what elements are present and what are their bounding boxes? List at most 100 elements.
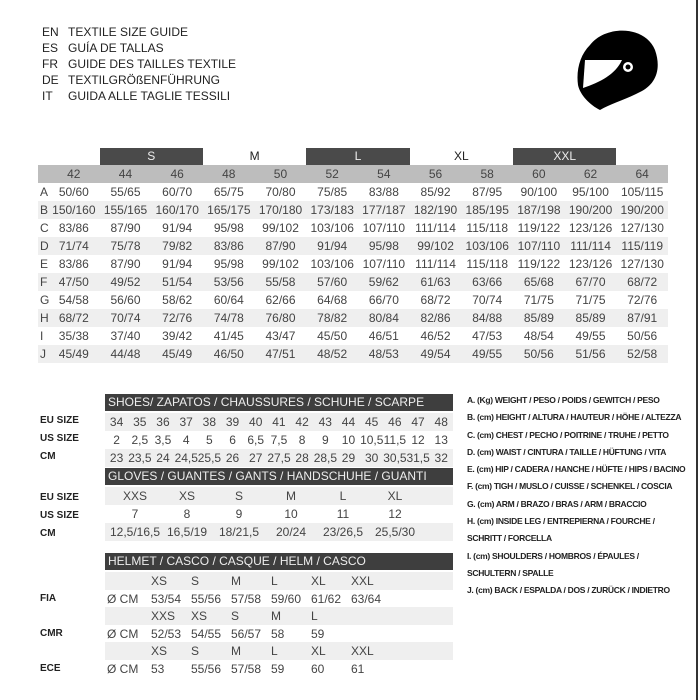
table-cell: 24,5 bbox=[174, 451, 198, 465]
table-cell: 29 bbox=[341, 451, 356, 465]
column-header: 54 bbox=[377, 167, 391, 181]
value-cell: 63/64 bbox=[351, 592, 382, 606]
size-cell: M bbox=[271, 609, 281, 623]
table-cell: 50/56 bbox=[627, 329, 658, 343]
table-cell: 165/175 bbox=[207, 203, 251, 217]
helmet-value-row: CMR Ø CM 52/53 54/55 56/57 58 59 bbox=[40, 625, 453, 642]
table-cell: 8 bbox=[298, 433, 306, 447]
table-cell: 45 bbox=[364, 415, 379, 429]
table-cell: 83/88 bbox=[368, 185, 399, 199]
table-cell: 51/54 bbox=[162, 275, 193, 289]
spacer bbox=[105, 572, 147, 590]
column-header: 60 bbox=[532, 167, 546, 181]
legend-line: H. (cm) INSIDE LEG / ENTREPIERNA / FOURC… bbox=[467, 516, 655, 527]
row-label: H bbox=[40, 311, 49, 325]
helmet-table: HELMET / CASCO / CASQUE / HELM / CASCO XS… bbox=[40, 553, 453, 677]
legend-line: E. (cm) HIP / CADERA / HANCHE / HÜFTE / … bbox=[467, 464, 686, 475]
size-cell: XS bbox=[191, 609, 208, 623]
language-code: ES bbox=[42, 41, 59, 55]
size-cell: XXL bbox=[351, 644, 374, 658]
value-cell: 52/53 bbox=[151, 627, 182, 641]
table-cell: 87/90 bbox=[265, 239, 296, 253]
table-cell: 3,5 bbox=[154, 433, 172, 447]
table-cell: 26 bbox=[225, 451, 240, 465]
table-cell: 4 bbox=[182, 433, 190, 447]
table-cell: 85/89 bbox=[523, 311, 554, 325]
table-cell: 54/58 bbox=[58, 293, 89, 307]
table-cell: 84/88 bbox=[472, 311, 503, 325]
table-cell: 115/118 bbox=[466, 221, 509, 235]
size-cell: S bbox=[191, 644, 200, 658]
column-header: 62 bbox=[583, 167, 598, 181]
size-cell: L bbox=[311, 609, 318, 623]
table-cell: 59/62 bbox=[368, 275, 399, 289]
table-cell: 60/70 bbox=[162, 185, 193, 199]
size-cell: S bbox=[231, 609, 240, 623]
table-cell: 64/68 bbox=[317, 293, 348, 307]
table-cell: 62/66 bbox=[265, 293, 296, 307]
table-cell: 10 bbox=[284, 507, 298, 521]
size-cell: M bbox=[231, 574, 241, 588]
table-cell: 187/198 bbox=[517, 203, 561, 217]
value-cell: 59/60 bbox=[271, 592, 302, 606]
table-cell: 82/86 bbox=[420, 311, 451, 325]
size-band: XXL bbox=[512, 148, 617, 165]
table-cell: 12,5/16,5 bbox=[109, 525, 161, 539]
table-cell: 71/75 bbox=[575, 293, 606, 307]
table-cell: 45/49 bbox=[162, 347, 193, 361]
table-cell: 50/60 bbox=[58, 185, 89, 199]
size-band: XL bbox=[453, 149, 469, 163]
legend-line: C. (cm) CHEST / PECHO / POITRINE / TRUHE… bbox=[467, 429, 669, 440]
table-cell: 103/106 bbox=[310, 221, 354, 235]
table-row: I 35/38 37/40 39/42 41/45 43/47 45/50 46/51 46/5… bbox=[38, 327, 668, 345]
table-cell: 39/42 bbox=[162, 329, 193, 343]
row-label: EU SIZE bbox=[40, 492, 79, 503]
table-cell: 46/51 bbox=[368, 329, 399, 343]
size-band: L bbox=[306, 148, 410, 165]
table-cell: 44 bbox=[341, 415, 356, 429]
table-cell: 46 bbox=[388, 415, 402, 429]
table-cell: 27 bbox=[249, 451, 263, 465]
table-cell: 9 bbox=[235, 507, 243, 521]
table-cell: 44/48 bbox=[110, 347, 141, 361]
table-cell: 12 bbox=[388, 507, 402, 521]
table-row: 12,5/16,5 16,5/19 18/21,5 20/24 23/26,5 25,5/… bbox=[105, 523, 453, 541]
table-cell: 12 bbox=[411, 433, 425, 447]
table-cell: 6 bbox=[229, 433, 236, 447]
table-cell: 107/110 bbox=[362, 257, 406, 271]
table-cell: 20/24 bbox=[275, 525, 307, 539]
table-cell: 72/76 bbox=[627, 293, 658, 307]
table-cell: 11 bbox=[336, 507, 350, 521]
table-cell: 9 bbox=[321, 433, 329, 447]
table-cell: S bbox=[234, 489, 243, 503]
helmet-icon bbox=[577, 30, 658, 110]
table-cell: 48/53 bbox=[368, 347, 399, 361]
standard-label: CMR bbox=[40, 628, 63, 639]
table-cell: 71/75 bbox=[523, 293, 554, 307]
table-cell: 70/80 bbox=[265, 185, 296, 199]
table-cell: 75/78 bbox=[110, 239, 141, 253]
language-code: EN bbox=[42, 25, 59, 39]
table-cell: 23 bbox=[109, 451, 124, 465]
table-cell: 103/106 bbox=[465, 239, 509, 253]
row-label: C bbox=[40, 221, 49, 235]
table-cell: 23,5 bbox=[128, 451, 152, 465]
table-cell: 190/200 bbox=[568, 203, 613, 217]
helmet-value-row: FIA Ø CM 53/54 55/56 57/58 59/60 61/62 63/64 bbox=[40, 590, 453, 607]
table-cell: 41/45 bbox=[213, 329, 244, 343]
table-cell: 185/195 bbox=[465, 203, 509, 217]
size-cell: XS bbox=[151, 574, 168, 588]
helmet-value-row: ECE Ø CM 53 55/56 57/58 59 60 61 bbox=[40, 660, 453, 677]
table-cell: 65/68 bbox=[523, 275, 554, 289]
table-cell: 34 bbox=[109, 415, 124, 429]
table-cell: 107/110 bbox=[362, 221, 406, 235]
table-cell: 48/54 bbox=[523, 329, 554, 343]
table-cell: 127/130 bbox=[620, 221, 664, 235]
table-cell: 66/70 bbox=[368, 293, 399, 307]
legend-line: F. (cm) TIGH / MUSLO / CUISSE / SCHENKEL… bbox=[467, 481, 673, 492]
table-cell: 2 bbox=[113, 433, 120, 447]
table-cell: 111/114 bbox=[415, 257, 456, 271]
table-row: 34 35 36 37 38 39 40 41 42 43 44 45 46 47 48 bbox=[105, 413, 453, 431]
size-cell: XXL bbox=[351, 574, 374, 588]
table-cell: 83/86 bbox=[213, 239, 244, 253]
